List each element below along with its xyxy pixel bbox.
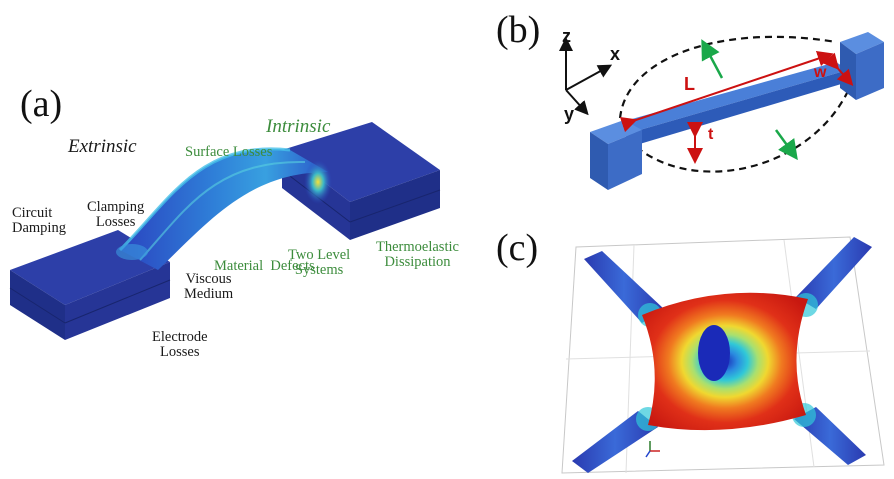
axis-x-label: x (610, 44, 621, 64)
label-electrode-line2: Losses (160, 344, 200, 360)
label-thermo-line1: Thermoelastic (376, 239, 459, 255)
axis-z-label: z (562, 26, 571, 46)
mini-axis-triad (645, 441, 660, 458)
label-surface-line1: Surface Losses (185, 144, 273, 160)
label-electrode-losses: Electrode Losses (152, 330, 208, 360)
panel-c-letter: (c) (496, 227, 539, 269)
label-material-line1: Material Defects (214, 258, 315, 274)
mode-arrow-down (774, 129, 798, 161)
label-clamping-losses: Clamping Losses (87, 200, 144, 230)
axis-y-label: y (564, 104, 575, 124)
label-material-defects: Material Defects (214, 229, 315, 289)
extrinsic-title: Extrinsic (68, 136, 137, 157)
label-viscous-line1: Viscous (185, 271, 232, 287)
label-clamping-line1: Clamping (87, 199, 145, 215)
label-clamping-line2: Losses (95, 214, 136, 230)
panel-b-beam-diagram (559, 32, 884, 190)
thickness-label: t (708, 126, 714, 143)
panel-a-resonator-diagram (9, 122, 441, 340)
label-twolevel-line2: Systems (294, 262, 344, 278)
label-thermoelastic-dissipation: Thermoelastic Dissipation (376, 240, 459, 270)
width-label: w (814, 64, 827, 81)
width-dimension-arrow (822, 52, 854, 87)
membrane-legs (572, 237, 872, 473)
label-electrode-line1: Electrode (152, 329, 208, 345)
flexed-beam (116, 147, 332, 270)
panel-a-letter: (a) (20, 83, 63, 125)
coordinate-axes (559, 37, 613, 116)
label-viscous-line2: Medium (184, 286, 234, 302)
beam-structure (590, 32, 884, 190)
panel-b-letter: (b) (496, 9, 541, 51)
mode-arrow-up (701, 39, 724, 79)
panel-c-membrane-mode (561, 236, 885, 474)
label-circuit-line2: Damping (12, 220, 66, 236)
intrinsic-title: Intrinsic (266, 116, 331, 137)
center-antinode (698, 325, 730, 381)
label-thermo-line2: Dissipation (384, 254, 451, 270)
label-viscous-medium: Viscous Medium (184, 272, 233, 302)
length-dimension-arrow (619, 50, 834, 133)
label-twolevel-line1: Two Level (288, 247, 351, 263)
label-circuit-line1: Circuit (12, 205, 53, 221)
label-surface-losses: Surface Losses (185, 145, 272, 160)
label-two-level-systems: Two Level Systems (288, 248, 350, 278)
length-label: L (684, 74, 695, 94)
label-circuit-damping: Circuit Damping (12, 206, 66, 236)
